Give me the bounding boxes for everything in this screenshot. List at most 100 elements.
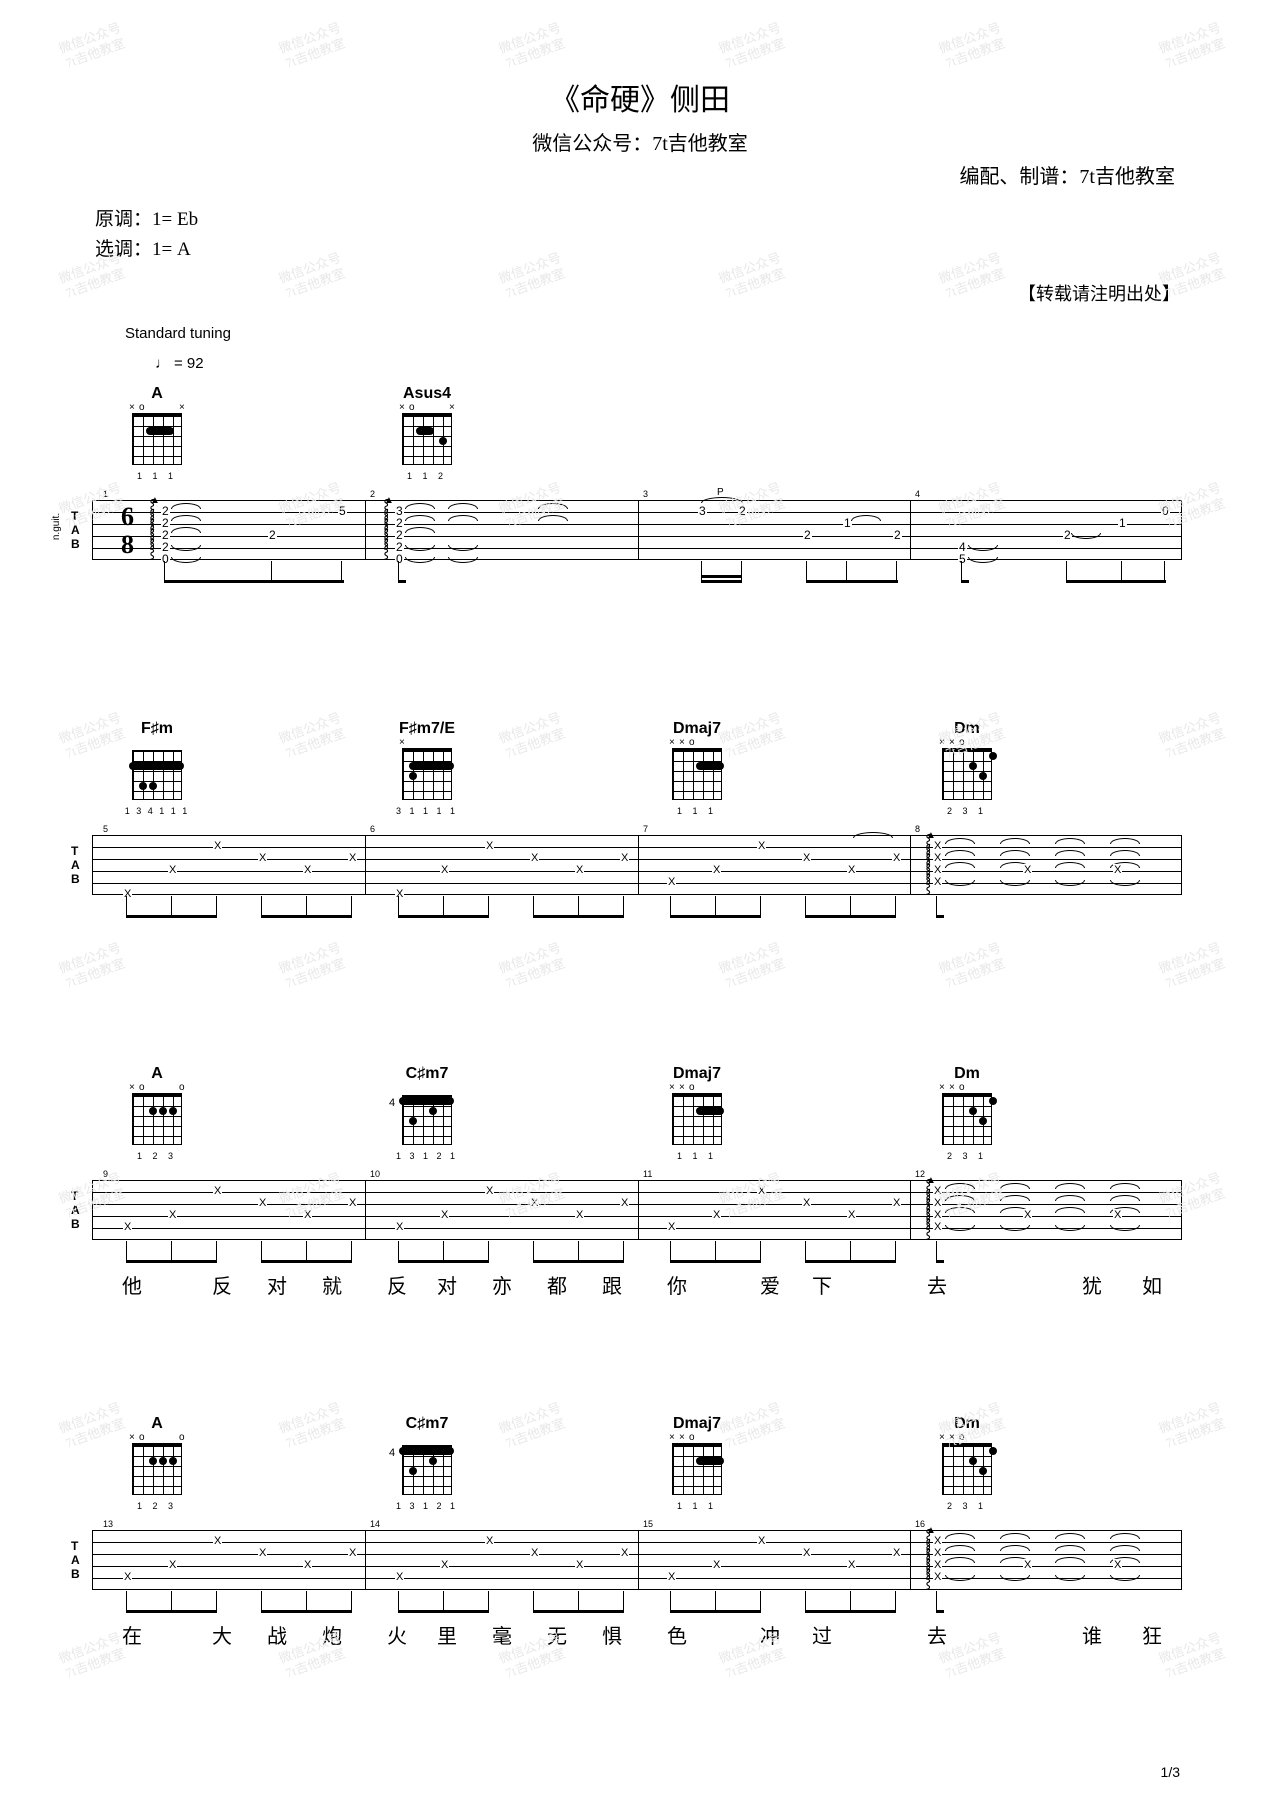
arpeggio-icon: [383, 503, 389, 553]
tab-staff-2: TAB 5 6 7 8 XXXXXXXXXXXXXXXXXX▲XXXXXX: [92, 835, 1182, 895]
lyric: 冲: [760, 1620, 780, 1649]
chord-A: A ×oo 1 2 3: [122, 1065, 192, 1161]
chord-fingering: 1 1 1: [122, 471, 192, 481]
tab-staff-1: n.guit. TAB 68 1 2 3 4 ▲ 2 2 2 2 0 2 5 ▲: [92, 500, 1182, 560]
tab-note: 0: [395, 553, 404, 565]
chord-name: A: [122, 385, 192, 403]
tab-label: TAB: [71, 1189, 80, 1231]
bar-number: 13: [103, 1519, 113, 1529]
instrument-label: n.guit.: [51, 513, 62, 540]
lyric: 他: [122, 1270, 142, 1299]
watermark: 微信公众号7t吉他教室: [277, 940, 349, 992]
system-2: F♯m 1 3 4 1 1 1 F♯m7/E × 3 1 1 1 1 Dmaj7…: [92, 720, 1182, 895]
chord-Dm: Dm ××o 2 3 1: [932, 1415, 1002, 1511]
fret-number: 4: [389, 1447, 395, 1459]
lyric: 反: [387, 1270, 407, 1299]
key-info: 原调：1= Eb 选调：1= A: [95, 205, 198, 266]
chord-name: Dm: [932, 720, 1002, 738]
chord-name: A: [122, 1415, 192, 1433]
tab-label: TAB: [71, 844, 80, 886]
chord-Fsharpm: F♯m 1 3 4 1 1 1: [122, 720, 192, 816]
chord-name: C♯m7: [392, 1065, 462, 1083]
page-number: 1/3: [1161, 1764, 1180, 1780]
bar-number: 9: [103, 1169, 108, 1179]
chord-name: Dmaj7: [662, 1415, 732, 1433]
tab-note: 5: [958, 553, 967, 565]
lyric: 去: [927, 1620, 947, 1649]
chord-fingering: 1 3 4 1 1 1: [122, 806, 192, 816]
chord-name: Dm: [932, 1065, 1002, 1083]
watermark: 微信公众号7t吉他教室: [937, 940, 1009, 992]
chord-Dmaj7: Dmaj7 ××o 1 1 1: [662, 720, 732, 816]
bar-number: 6: [370, 824, 375, 834]
bar-number: 4: [915, 489, 920, 499]
lyric: 爱: [760, 1270, 780, 1299]
play-key: 选调：1= A: [95, 235, 198, 265]
chord-Csharpm7: C♯m7 4 1 3 1 2 1: [392, 1415, 462, 1511]
lyric: 无: [547, 1620, 567, 1649]
bar-number: 11: [643, 1169, 652, 1179]
chord-name: C♯m7: [392, 1415, 462, 1433]
bar-number: 1: [103, 489, 108, 499]
chord-fingering: 2 3 1: [932, 1501, 1002, 1511]
chord-name: A: [122, 1065, 192, 1083]
bar-number: 10: [370, 1169, 380, 1179]
song-title: 《命硬》侧田: [0, 75, 1280, 119]
lyrics-row-3: 他 反 对 就 反 对 亦 都 跟 你 爱 下 去 犹 如: [92, 1270, 1182, 1300]
lyric: 狂: [1142, 1620, 1162, 1649]
lyric: 在: [122, 1620, 142, 1649]
lyric: 都: [547, 1270, 567, 1299]
chord-fingering: 1 3 1 2 1: [392, 1501, 462, 1511]
tab-note: 0: [1161, 505, 1170, 517]
lyric: 犹: [1082, 1270, 1102, 1299]
lyric: 战: [267, 1620, 287, 1649]
chord-name: Dmaj7: [662, 1065, 732, 1083]
lyrics-row-4: 在 大 战 炮 火 里 毫 无 惧 色 冲 过 去 谁 狂: [92, 1620, 1182, 1650]
lyric: 就: [322, 1270, 342, 1299]
system-1: A ×o× 1 1 1 Asus4 ×o× 1 1 2 n.guit. TAB …: [92, 385, 1182, 560]
chord-fingering: 1 1 2: [392, 471, 462, 481]
lyric: 大: [212, 1620, 232, 1649]
tab-label: TAB: [71, 509, 80, 551]
bar-number: 14: [370, 1519, 380, 1529]
system-4: A ×oo 1 2 3 C♯m7 4 1 3 1 2 1 Dmaj7: [92, 1415, 1182, 1650]
original-key: 原调：1= Eb: [95, 205, 198, 235]
lyric: 火: [387, 1620, 407, 1649]
bar-number: 3: [643, 489, 648, 499]
chord-name: Dm: [932, 1415, 1002, 1433]
arpeggio-icon: [925, 1533, 931, 1583]
chord-Dmaj7: Dmaj7 ××o 1 1 1: [662, 1065, 732, 1161]
tab-staff-4: TAB 13 14 15 16 XXXXXXXXXXXXXXXXXX▲XXXXX…: [92, 1530, 1182, 1590]
chord-fingering: 1 2 3: [122, 1501, 192, 1511]
bar-number: 8: [915, 824, 920, 834]
lyric: 惧: [602, 1620, 622, 1649]
arpeggio-icon: [149, 503, 155, 553]
tab-note: 5: [338, 505, 347, 517]
lyric: 色: [667, 1620, 687, 1649]
subtitle: 微信公众号：7t吉他教室: [0, 127, 1280, 156]
tab-note: 2: [893, 529, 902, 541]
arp-arrow-icon: ▲: [150, 495, 160, 506]
lyric: 毫: [492, 1620, 512, 1649]
bar-number: 15: [643, 1519, 653, 1529]
chord-fingering: 1 1 1: [662, 806, 732, 816]
lyric: 炮: [322, 1620, 342, 1649]
chord-fingering: 1 1 1: [662, 1501, 732, 1511]
reproduce-note: 【转载请注明出处】: [1018, 280, 1180, 306]
system-3: A ×oo 1 2 3 C♯m7 4 1 3 1 2 1 Dmaj7: [92, 1065, 1182, 1300]
chord-name: Asus4: [392, 385, 462, 403]
chord-Csharpm7: C♯m7 4 1 3 1 2 1: [392, 1065, 462, 1161]
chord-fingering: 1 3 1 2 1: [392, 1151, 462, 1161]
chord-name: F♯m7/E: [392, 720, 462, 738]
tab-note: 2: [803, 529, 812, 541]
lyric: 过: [812, 1620, 832, 1649]
chord-fingering: 2 3 1: [932, 806, 1002, 816]
lyric: 里: [437, 1620, 457, 1649]
bar-number: 2: [370, 489, 375, 499]
watermark: 微信公众号7t吉他教室: [717, 250, 789, 302]
lyric: 对: [437, 1270, 457, 1299]
watermark: 微信公众号7t吉他教室: [497, 940, 569, 992]
time-signature: 68: [121, 503, 134, 559]
watermark: 微信公众号7t吉他教室: [1157, 940, 1229, 992]
lyric: 反: [212, 1270, 232, 1299]
